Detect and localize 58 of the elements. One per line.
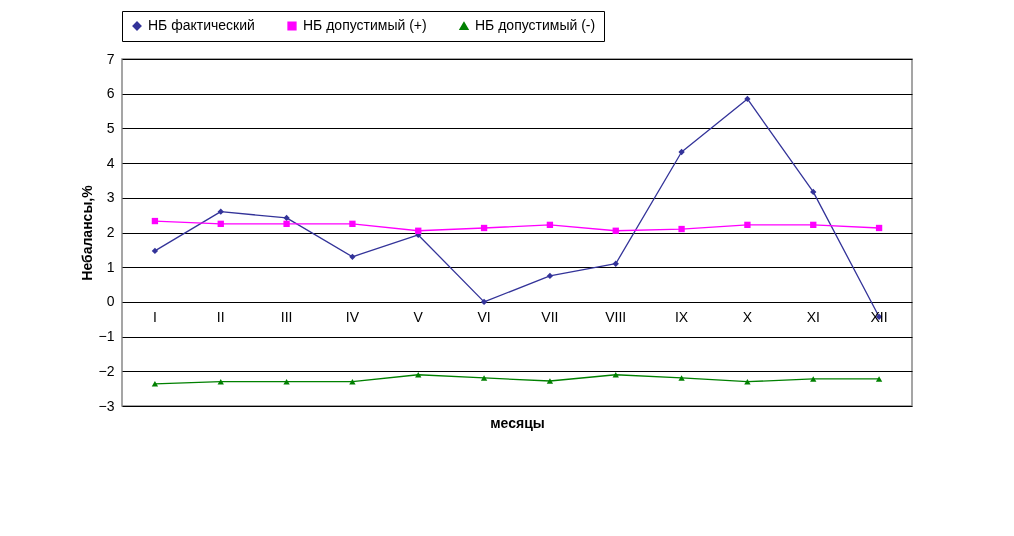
point	[217, 220, 224, 227]
point	[415, 227, 422, 234]
y-tick-label: −2	[98, 362, 115, 379]
legend-label: НБ допустимый (-)	[475, 17, 596, 33]
point	[744, 95, 751, 103]
x-tick-label: XI	[806, 308, 820, 325]
point	[283, 220, 290, 227]
point	[217, 208, 224, 215]
point	[678, 375, 685, 381]
point	[744, 221, 751, 229]
x-tick-label: VI	[477, 308, 491, 325]
y-tick-label: −3	[98, 397, 115, 414]
point	[480, 298, 488, 306]
y-tick-label: 6	[106, 85, 115, 102]
point	[612, 372, 619, 378]
y-tick-label: 5	[106, 119, 115, 136]
point	[480, 375, 488, 381]
point	[349, 220, 356, 227]
point	[546, 272, 554, 280]
y-tick-label: 4	[106, 154, 115, 171]
x-axis-title: месяцы	[490, 414, 545, 431]
point	[678, 225, 685, 233]
x-tick-label: V	[413, 308, 424, 325]
point	[283, 214, 290, 222]
x-tick-label: VIII	[605, 308, 627, 325]
x-tick-label: II	[216, 308, 225, 325]
point	[810, 221, 817, 229]
y-tick-label: 2	[106, 224, 115, 240]
y-tick-label: 0	[106, 293, 115, 310]
legend-label: НБ фактический	[148, 17, 255, 33]
point	[415, 372, 422, 378]
point	[612, 227, 619, 234]
point	[546, 221, 554, 229]
point	[875, 376, 883, 382]
point	[480, 224, 488, 232]
x-tick-label: III	[280, 308, 293, 325]
point	[810, 376, 817, 382]
point	[875, 224, 883, 232]
y-tick-label: 1	[106, 258, 115, 275]
legend-label: НБ допустимый (+)	[303, 17, 427, 33]
point	[151, 247, 159, 255]
point	[349, 253, 356, 260]
y-tick-label: 3	[106, 189, 115, 206]
y-axis-title: Небалансы,%	[78, 184, 95, 281]
x-tick-label: I	[152, 308, 157, 325]
point	[612, 260, 619, 267]
x-tick-label: XII	[870, 308, 888, 325]
x-tick-label: IV	[345, 308, 360, 325]
x-tick-label: IX	[674, 308, 689, 325]
x-tick-label: X	[742, 308, 753, 325]
point	[678, 148, 685, 156]
y-tick-label: −1	[98, 328, 115, 345]
y-tick-label: 7	[106, 50, 115, 67]
point	[151, 217, 159, 225]
point	[810, 188, 817, 196]
point	[546, 378, 554, 384]
point	[151, 381, 159, 387]
x-tick-label: VII	[541, 308, 559, 325]
